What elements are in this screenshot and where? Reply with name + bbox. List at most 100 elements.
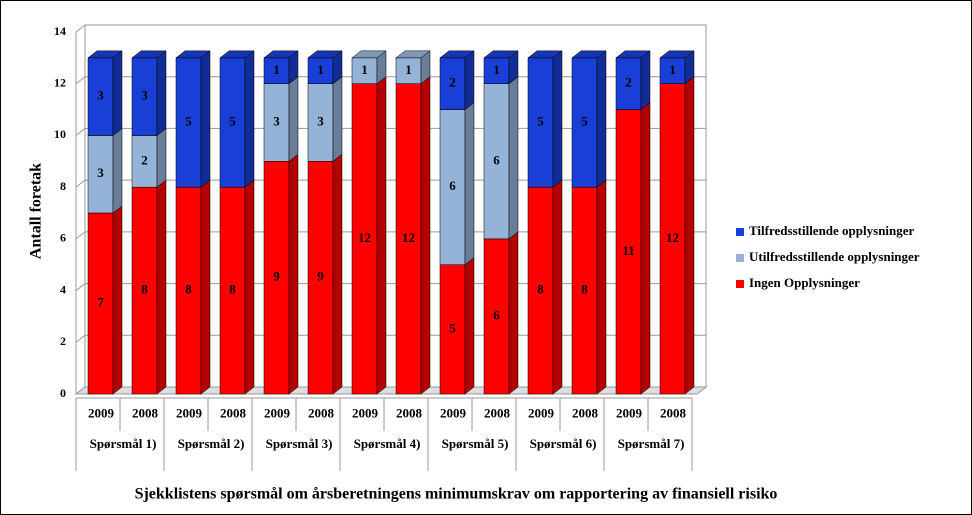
- x-tick-label: 2008: [132, 405, 159, 420]
- bar-segment: [131, 127, 167, 188]
- bar-side: [332, 76, 343, 162]
- value-label: 8: [229, 282, 236, 297]
- bar-side: [244, 50, 255, 188]
- x-tick-label: 2009: [88, 405, 115, 420]
- bar-side: [552, 179, 563, 395]
- value-label: 8: [537, 282, 544, 297]
- bar-segment: [439, 257, 475, 395]
- bar-segment: [659, 76, 695, 395]
- value-label: 12: [358, 230, 371, 245]
- value-label: 12: [666, 230, 679, 245]
- group-label: Spørsmål 3): [265, 436, 333, 451]
- bar-front: [483, 83, 510, 240]
- bar-side: [332, 153, 343, 395]
- y-tick-label: 8: [60, 179, 66, 193]
- value-label: 3: [97, 88, 104, 103]
- bar-front: [527, 186, 554, 395]
- bar-side: [112, 50, 123, 136]
- x-tick-label: 2008: [660, 405, 687, 420]
- value-label: 8: [185, 282, 192, 297]
- y-tick-label: 10: [54, 127, 66, 141]
- bar-segment: [263, 50, 299, 85]
- bar-segment: [395, 50, 431, 85]
- bar-segment: [263, 153, 299, 395]
- value-label: 5: [581, 113, 588, 128]
- bar-top: [571, 50, 607, 59]
- bar-side: [376, 76, 387, 395]
- value-label: 6: [493, 307, 500, 322]
- bar-segment: [439, 50, 475, 111]
- y-tick-label: 0: [60, 386, 66, 400]
- value-label: 6: [493, 152, 500, 167]
- bar-segment: [483, 50, 519, 85]
- bar-front: [131, 57, 158, 136]
- x-tick-label: 2008: [484, 405, 511, 420]
- bar-top: [175, 50, 211, 59]
- bar-side: [200, 179, 211, 395]
- bar-side: [156, 50, 167, 136]
- bar-front: [87, 57, 114, 136]
- value-label: 1: [317, 62, 324, 77]
- bar-segment: [87, 205, 123, 395]
- bar-segment: [527, 179, 563, 395]
- value-label: 3: [141, 88, 148, 103]
- bar-side: [288, 153, 299, 395]
- value-label: 3: [273, 113, 280, 128]
- bar-front: [131, 186, 158, 395]
- bar-front: [219, 186, 246, 395]
- bar-top: [87, 50, 123, 59]
- bar-front: [439, 109, 466, 265]
- bar-segment: [351, 50, 387, 85]
- bar-segment: [571, 50, 607, 188]
- bar-top: [307, 50, 343, 59]
- value-label: 5: [449, 320, 456, 335]
- value-label: 1: [493, 62, 500, 77]
- legend-swatch: [736, 254, 744, 262]
- legend-swatch: [736, 228, 744, 236]
- bar-front: [659, 83, 686, 395]
- bar-side: [244, 179, 255, 395]
- x-tick-label: 2009: [176, 405, 203, 420]
- bar-top: [483, 50, 519, 59]
- bar-front: [131, 135, 158, 188]
- bar-front: [87, 212, 114, 395]
- bar-front: [439, 264, 466, 395]
- x-tick-label: 2009: [352, 405, 379, 420]
- bar-side: [464, 102, 475, 266]
- x-tick-label: 2009: [528, 405, 555, 420]
- bar-top: [351, 50, 387, 59]
- bar-side: [420, 76, 431, 395]
- bar-segment: [131, 50, 167, 136]
- y-tick-label: 12: [54, 75, 66, 89]
- bar-front: [395, 57, 422, 84]
- value-label: 9: [317, 269, 324, 284]
- bar-side: [112, 127, 123, 214]
- bar-segment: [219, 50, 255, 188]
- legend-swatch: [736, 280, 744, 288]
- value-label: 1: [361, 62, 368, 77]
- x-tick-label: 2008: [220, 405, 247, 420]
- bar-segment: [263, 76, 299, 162]
- group-label: Spørsmål 6): [529, 436, 597, 451]
- x-tick-label: 2008: [396, 405, 423, 420]
- value-label: 9: [273, 269, 280, 284]
- value-label: 2: [449, 75, 456, 90]
- bar-side: [464, 50, 475, 111]
- bar-front: [263, 161, 290, 395]
- x-tick-label: 2008: [572, 405, 599, 420]
- bar-side: [288, 76, 299, 162]
- bar-top: [659, 50, 695, 59]
- bar-segment: [659, 50, 695, 85]
- bar-segment: [571, 179, 607, 395]
- bar-side: [640, 50, 651, 111]
- bar-side: [112, 205, 123, 395]
- value-label: 3: [97, 165, 104, 180]
- value-label: 5: [229, 113, 236, 128]
- y-tick-label: 6: [60, 231, 66, 245]
- bar-front: [219, 57, 246, 188]
- value-label: 1: [405, 62, 412, 77]
- bar-front: [307, 161, 334, 395]
- bar-top: [615, 50, 651, 59]
- bar-segment: [527, 50, 563, 188]
